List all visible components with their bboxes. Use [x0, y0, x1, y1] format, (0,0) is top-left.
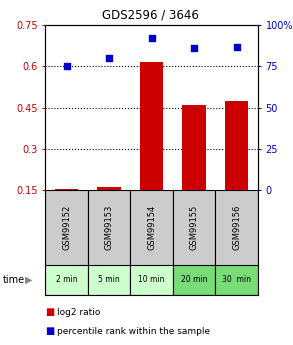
Text: ■: ■: [45, 307, 55, 317]
Text: ▶: ▶: [25, 275, 33, 285]
Bar: [183, 105, 206, 190]
Bar: [88, 265, 130, 295]
Bar: [140, 62, 163, 190]
Text: GSM99152: GSM99152: [62, 205, 71, 250]
Bar: [215, 190, 258, 265]
Bar: [130, 265, 173, 295]
Text: GSM99155: GSM99155: [190, 205, 199, 250]
Bar: [45, 190, 88, 265]
Text: 10 min: 10 min: [138, 275, 165, 285]
Text: percentile rank within the sample: percentile rank within the sample: [57, 327, 210, 336]
Bar: [88, 190, 130, 265]
Text: log2 ratio: log2 ratio: [57, 308, 100, 317]
Text: 20 min: 20 min: [181, 275, 207, 285]
Point: [64, 63, 69, 69]
Bar: [55, 189, 78, 190]
Text: 30  min: 30 min: [222, 275, 251, 285]
Text: 5 min: 5 min: [98, 275, 120, 285]
Text: GSM99156: GSM99156: [232, 205, 241, 250]
Text: GSM99153: GSM99153: [105, 205, 114, 250]
Bar: [45, 265, 88, 295]
Bar: [215, 265, 258, 295]
Bar: [130, 190, 173, 265]
Text: 2 min: 2 min: [56, 275, 77, 285]
Point: [107, 56, 111, 61]
Text: GDS2596 / 3646: GDS2596 / 3646: [103, 9, 199, 22]
Bar: [98, 187, 121, 190]
Text: GSM99154: GSM99154: [147, 205, 156, 250]
Point: [234, 44, 239, 49]
Point: [192, 46, 197, 51]
Bar: [173, 190, 215, 265]
Point: [149, 36, 154, 41]
Text: ■: ■: [45, 326, 55, 336]
Bar: [225, 101, 248, 190]
Text: time: time: [3, 275, 25, 285]
Bar: [173, 265, 215, 295]
